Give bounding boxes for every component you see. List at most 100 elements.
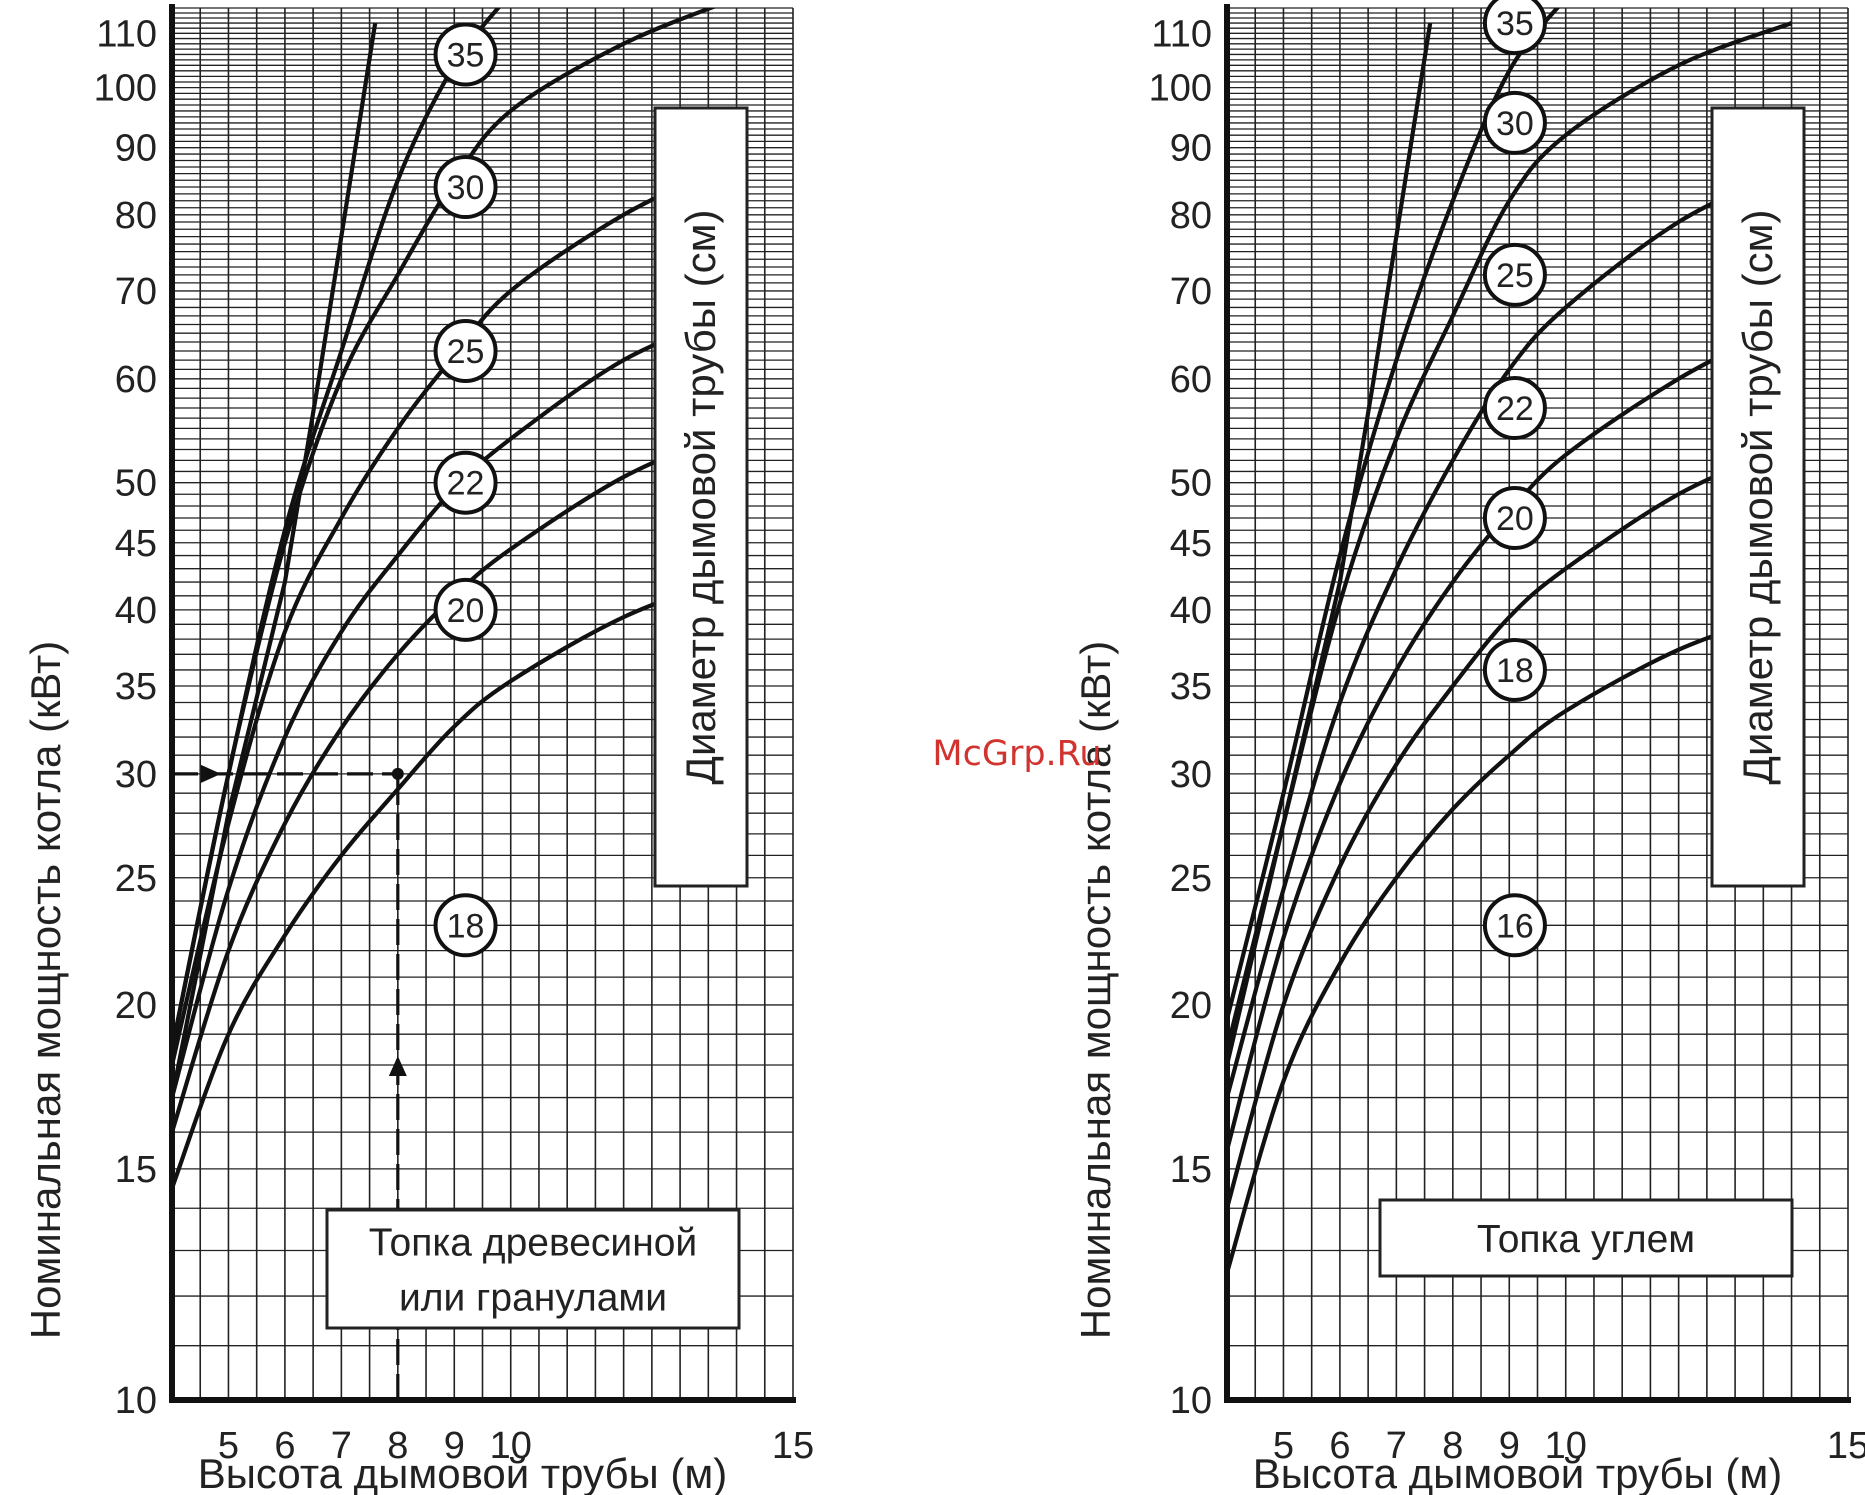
series-line-30 <box>1227 8 1561 1020</box>
y-tick-label: 30 <box>1170 754 1212 796</box>
diameter-badge-circle <box>1482 376 1547 441</box>
diameter-badge-25: 25 <box>1482 242 1547 307</box>
x-tick-label: 8 <box>387 1425 408 1467</box>
series-line-35 <box>172 8 501 1050</box>
diameter-badge-30: 30 <box>433 155 498 220</box>
diameter-badge-label: 22 <box>1496 390 1534 428</box>
y-tick-label: 60 <box>115 359 157 401</box>
y-tick-label: 15 <box>1170 1149 1212 1191</box>
diameter-badge-35: 35 <box>433 22 498 87</box>
diameter-badge-circle <box>433 450 498 515</box>
y-tick-label: 50 <box>1170 463 1212 505</box>
diameter-badge-25: 25 <box>433 318 498 383</box>
y-tick-label: 45 <box>115 523 157 565</box>
y-axis-title: Номинальная мощность котла (кВт) <box>22 641 69 1339</box>
diameter-badge-circle <box>1482 893 1547 958</box>
example-point <box>391 767 404 780</box>
y-tick-label: 60 <box>1170 359 1212 401</box>
x-tick-label: 15 <box>772 1425 814 1467</box>
diameter-badge-circle <box>1482 242 1547 307</box>
chart-wood-pellets: 10 15 20 25 30 35 40 45 50 60 70 80 90 100 110 5 6 7 8 9 10 1… <box>22 4 814 1495</box>
y-tick-label: 110 <box>1151 13 1212 55</box>
example-reading <box>172 764 407 1400</box>
series-line-18 <box>1227 442 1793 1209</box>
diameter-badge-16: 16 <box>1482 893 1547 958</box>
boundary-line <box>172 22 378 1099</box>
y-tick-label: 80 <box>1170 195 1212 237</box>
diameter-badge-20: 20 <box>433 577 498 642</box>
diameter-badge-22: 22 <box>1482 376 1547 441</box>
x-tick-label: 10 <box>490 1425 532 1467</box>
boundary-line <box>1227 22 1433 1066</box>
note-box <box>1378 1198 1794 1278</box>
diameter-badge-20: 20 <box>1482 485 1547 550</box>
diameter-badge-label: 35 <box>1496 5 1534 43</box>
diameter-badge-circle <box>1482 485 1547 550</box>
y-tick-label: 100 <box>1149 68 1212 110</box>
diameter-badge-18: 18 <box>433 893 498 958</box>
y-tick-label: 70 <box>1170 271 1212 313</box>
x-tick-label: 10 <box>1545 1425 1587 1467</box>
diameter-badge-label: 25 <box>1496 257 1534 295</box>
diameter-badge-label: 20 <box>447 592 485 630</box>
y-tick-label: 35 <box>1170 666 1212 708</box>
legend-box <box>653 106 749 888</box>
diameter-badge-circle <box>1482 637 1547 702</box>
x-axis-title: Высота дымовой трубы (м) <box>198 1450 728 1495</box>
y-tick-label: 40 <box>1170 590 1212 632</box>
example-arrow-right <box>201 764 221 783</box>
diameter-badge-circle <box>433 155 498 220</box>
y-tick-label: 25 <box>115 858 157 900</box>
y-tick-label: 100 <box>94 68 157 110</box>
x-tick-label: 7 <box>331 1425 352 1467</box>
legend-box <box>1710 106 1806 888</box>
series-line-22 <box>172 309 738 1099</box>
y-tick-label: 20 <box>1170 985 1212 1027</box>
diameter-badge-18: 18 <box>1482 637 1547 702</box>
y-tick-label: 15 <box>115 1149 157 1191</box>
example-arrow-up <box>388 1056 407 1076</box>
diameter-badge-label: 25 <box>447 333 485 371</box>
y-tick-label: 110 <box>96 13 157 55</box>
diameter-badge-35: 35 <box>1482 0 1547 56</box>
y-tick-label: 45 <box>1170 523 1212 565</box>
diameter-badge-label: 18 <box>1496 652 1534 690</box>
series-group <box>1227 8 1793 1274</box>
y-tick-label: 20 <box>115 985 157 1027</box>
note-text: Топка углем <box>1477 1218 1695 1261</box>
x-tick-label: 5 <box>218 1425 239 1467</box>
diameter-badge-30: 30 <box>1482 90 1547 155</box>
series-line-16 <box>1227 607 1793 1274</box>
legend-title: Диаметр дымовой трубы (см) <box>1734 210 1781 785</box>
diameter-badge-label: 30 <box>447 169 485 207</box>
chart-coal: 10 15 20 25 30 35 40 45 50 60 70 80 90 100 110 5 6 7 8 9 10 1… <box>1072 0 1865 1495</box>
diameter-badge-label: 20 <box>1496 500 1534 538</box>
diameter-badge-circle <box>1482 90 1547 155</box>
x-tick-label: 9 <box>1499 1425 1520 1467</box>
watermark-text: McGrp.Ru <box>932 734 1101 774</box>
diameter-badge-circle <box>433 893 498 958</box>
y-tick-label: 70 <box>115 271 157 313</box>
diameter-badge-label: 22 <box>447 465 485 503</box>
y-tick-label: 90 <box>115 128 157 170</box>
x-tick-label: 5 <box>1273 1425 1294 1467</box>
y-axis-title: Номинальная мощность котла (кВт) <box>1072 641 1119 1339</box>
x-tick-label: 7 <box>1386 1425 1407 1467</box>
diameter-badge-label: 30 <box>1496 105 1534 143</box>
x-axis-title: Высота дымовой трубы (м) <box>1253 1450 1783 1495</box>
y-tick-label: 10 <box>115 1380 157 1422</box>
x-tick-label: 15 <box>1827 1425 1865 1467</box>
diameter-badge-label: 18 <box>447 907 485 945</box>
y-tick-label: 10 <box>1170 1380 1212 1422</box>
x-tick-label: 6 <box>274 1425 295 1467</box>
diameter-badge-circle <box>433 22 498 87</box>
diameter-badge-label: 16 <box>1496 907 1534 945</box>
series-line-20 <box>172 426 738 1133</box>
diameter-badge-circle <box>1482 0 1547 56</box>
y-tick-label: 40 <box>115 590 157 632</box>
note-text: или гранулами <box>399 1277 667 1320</box>
note-text: Топка древесиной <box>369 1222 697 1265</box>
diameter-badge-circle <box>433 318 498 383</box>
x-tick-label: 9 <box>444 1425 465 1467</box>
